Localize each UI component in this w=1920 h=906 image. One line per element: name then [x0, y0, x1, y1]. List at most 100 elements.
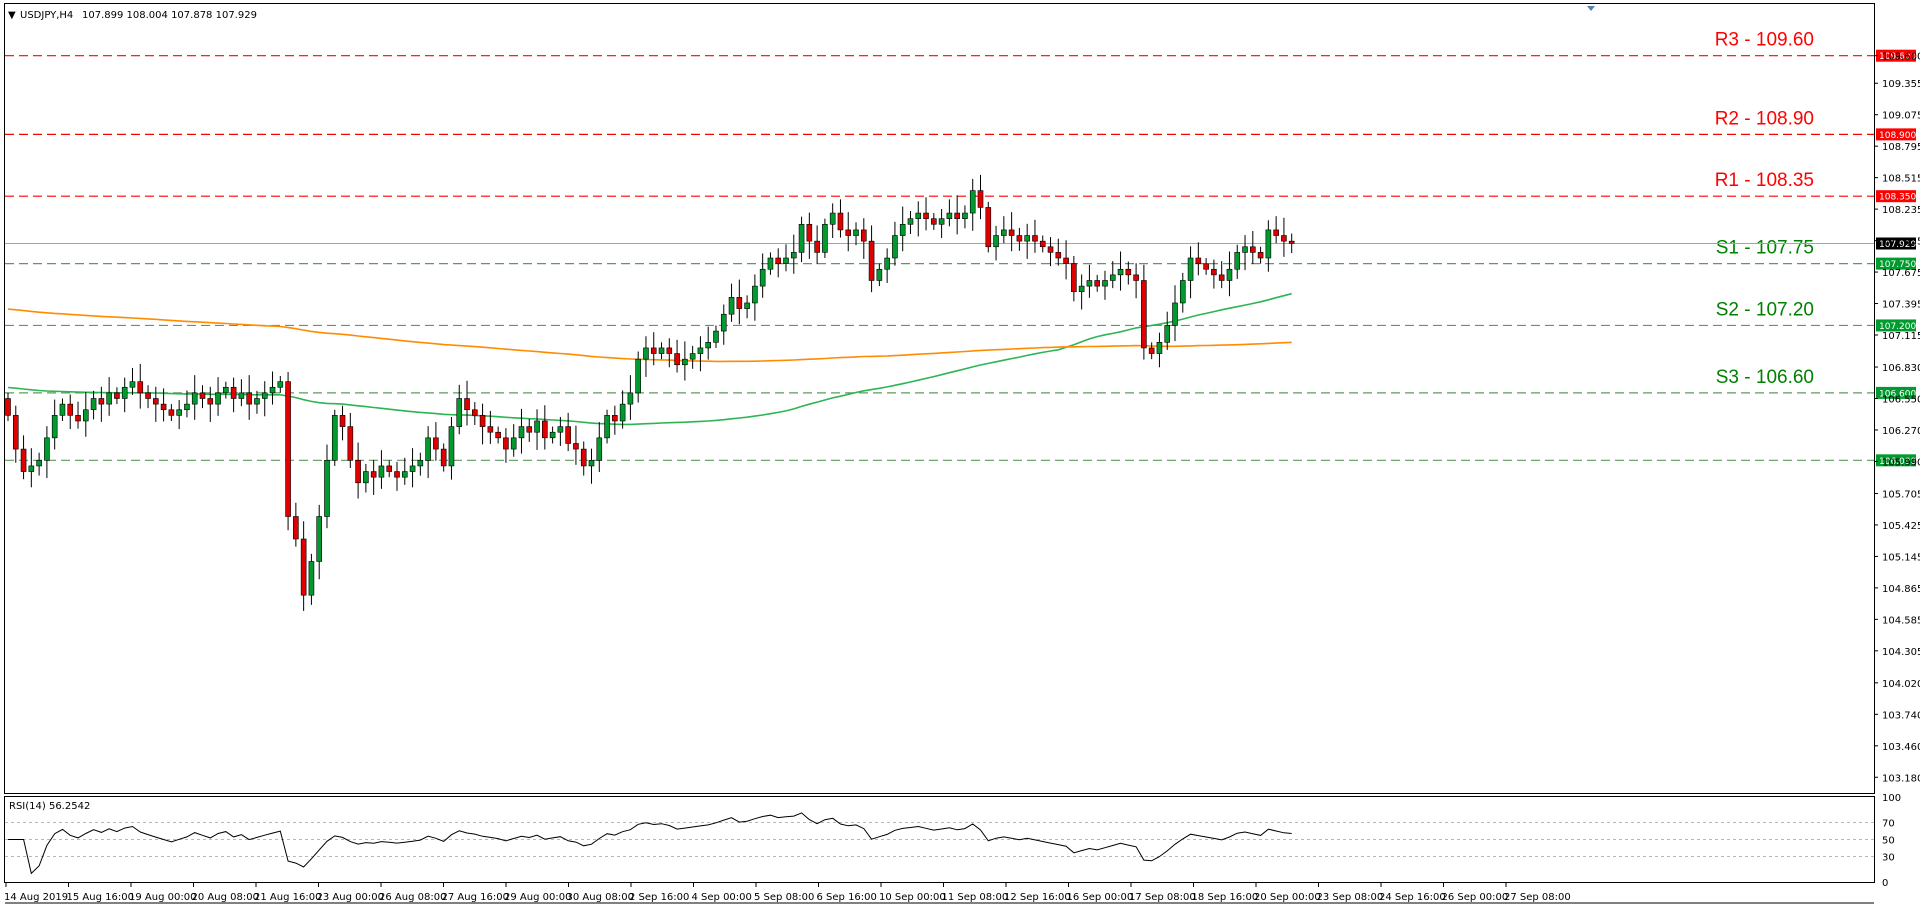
- level-label: R3 - 109.60: [1715, 30, 1814, 51]
- candle-body: [121, 386, 128, 399]
- candle-body: [401, 471, 408, 478]
- price-tag: [1876, 386, 1916, 399]
- candle-body: [1164, 325, 1171, 343]
- candle-body: [1179, 280, 1186, 304]
- candle-body: [20, 448, 27, 472]
- candle-body: [705, 342, 712, 349]
- candle-body: [1078, 285, 1085, 293]
- level-label: R2 - 108.90: [1715, 108, 1814, 129]
- candle-body: [417, 460, 424, 467]
- candle-body: [1109, 274, 1116, 281]
- candle-body: [285, 381, 291, 517]
- candle-body: [347, 426, 354, 461]
- candle-body: [728, 297, 735, 315]
- level-label: S1 - 107.75: [1716, 238, 1814, 259]
- candle-body: [985, 207, 992, 248]
- candle-body: [261, 392, 268, 399]
- price-tag-label: 107.200: [1879, 322, 1916, 332]
- price-tag-label: 107.750: [1879, 260, 1916, 270]
- candle-body: [1226, 268, 1233, 281]
- candle-body: [1265, 229, 1272, 259]
- candle-body: [1102, 280, 1108, 287]
- candle-body: [604, 415, 610, 439]
- candle-body: [1211, 268, 1217, 276]
- x-tick-label: 27 Sep 08:00: [1504, 892, 1571, 903]
- x-tick-label: 6 Sep 16:00: [817, 892, 877, 903]
- candle-body: [814, 240, 820, 253]
- price-tag-label: 108.900: [1879, 131, 1916, 141]
- candle-body: [433, 437, 439, 450]
- candle-body: [98, 398, 105, 405]
- rsi-tick-label: 0: [1882, 878, 1888, 889]
- y-tick-label: 107.955: [1882, 237, 1920, 248]
- candle-body: [44, 437, 50, 461]
- candle-body: [1032, 235, 1038, 242]
- price-tag: [1876, 128, 1916, 141]
- candle-body: [1195, 257, 1202, 264]
- symbol-dropdown-icon[interactable]: ▼: [8, 10, 16, 21]
- candle-body: [355, 460, 361, 484]
- candle-body: [806, 223, 813, 242]
- candle-body: [534, 420, 540, 433]
- price-tag: [1876, 454, 1916, 467]
- candle-body: [853, 229, 859, 236]
- candle-body: [386, 465, 393, 472]
- candle-body: [798, 223, 805, 253]
- candle-body: [90, 398, 97, 411]
- candle-body: [892, 235, 898, 259]
- candle-body: [931, 218, 937, 225]
- candle-body: [612, 415, 618, 422]
- y-tick-label: 108.515: [1882, 174, 1920, 185]
- candle-body: [114, 392, 120, 399]
- candle-body: [339, 415, 346, 427]
- y-tick-label: 109.075: [1882, 111, 1920, 122]
- y-tick-label: 107.395: [1882, 300, 1920, 311]
- candle-body: [1234, 252, 1241, 270]
- candle-body: [518, 426, 525, 439]
- candle-body: [83, 409, 89, 422]
- x-tick-label: 11 Sep 08:00: [942, 892, 1009, 903]
- current-price-tag-label: 107.929: [1879, 240, 1916, 250]
- rsi-tick-label: 100: [1882, 793, 1901, 804]
- rsi-line: [8, 812, 1292, 875]
- y-tick-label: 108.235: [1882, 205, 1920, 216]
- candle-body: [191, 392, 198, 405]
- x-tick-label: 15 Aug 16:00: [67, 892, 134, 903]
- candle-body: [75, 415, 81, 422]
- candle-body: [1148, 347, 1155, 354]
- x-tick-label: 10 Sep 00:00: [879, 892, 946, 903]
- candle-body: [440, 448, 447, 467]
- candle-body: [876, 268, 883, 281]
- candle-body: [238, 392, 245, 399]
- candle-body: [1117, 268, 1124, 276]
- candle-body: [915, 212, 922, 219]
- candle-body: [923, 212, 929, 219]
- candle-body: [619, 403, 626, 422]
- y-tick-label: 106.550: [1882, 395, 1920, 406]
- candle-body: [1281, 235, 1287, 242]
- candle-body: [884, 257, 890, 270]
- candle-body: [425, 437, 431, 461]
- candle-body: [331, 415, 338, 461]
- candle-body: [674, 353, 680, 366]
- scroll-marker-icon[interactable]: [1587, 6, 1595, 11]
- y-tick-label: 108.795: [1882, 142, 1920, 153]
- candle-body: [573, 443, 579, 450]
- ohlc-readout: 107.899 108.004 107.878 107.929: [82, 10, 257, 21]
- candle-body: [1001, 229, 1007, 236]
- ma-orange-line: [7, 308, 1292, 363]
- candle-body: [580, 448, 587, 467]
- candle-body: [67, 403, 74, 416]
- candle-body: [199, 392, 206, 399]
- candle-body: [51, 415, 58, 439]
- price-tag: [1876, 319, 1916, 332]
- candle-body: [736, 297, 743, 309]
- candle-body: [752, 285, 758, 304]
- candle-body: [993, 235, 999, 248]
- x-tick-label: 5 Sep 08:00: [754, 892, 814, 903]
- price-tag-label: 106.000: [1879, 457, 1916, 467]
- candle-body: [246, 392, 252, 405]
- y-tick-label: 105.990: [1882, 457, 1920, 468]
- candle-body: [137, 381, 144, 394]
- candle-body: [549, 431, 556, 439]
